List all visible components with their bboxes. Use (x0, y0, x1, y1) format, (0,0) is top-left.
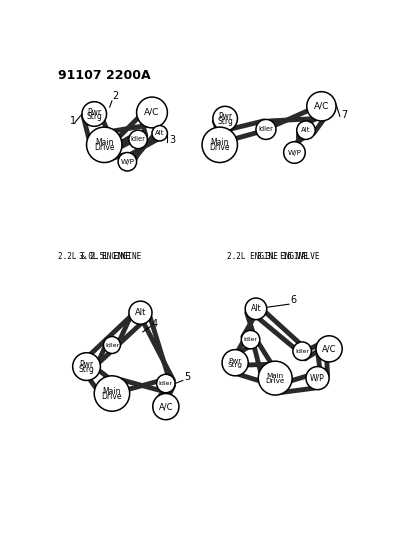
Circle shape (222, 350, 248, 376)
Text: Strg: Strg (79, 365, 94, 374)
Text: A/C: A/C (314, 102, 329, 111)
Circle shape (284, 142, 305, 163)
Text: Strg: Strg (228, 362, 243, 368)
Text: Main: Main (267, 373, 284, 379)
Circle shape (152, 126, 167, 141)
Text: Idler: Idler (159, 381, 173, 386)
Text: Alt: Alt (251, 304, 261, 313)
Text: Alt: Alt (135, 308, 146, 317)
Text: W/P: W/P (310, 374, 325, 383)
Text: Pwr: Pwr (228, 358, 242, 364)
Circle shape (103, 336, 120, 353)
Text: W/P: W/P (120, 159, 134, 165)
Text: Idler: Idler (295, 349, 309, 354)
Text: 2.2L & 2.5L ENGINE: 2.2L & 2.5L ENGINE (58, 252, 141, 261)
Text: Idler: Idler (243, 337, 258, 342)
Text: Pwr: Pwr (87, 108, 101, 117)
Circle shape (306, 367, 329, 390)
Text: 2.2L ENGINE 16 VALVE: 2.2L ENGINE 16 VALVE (228, 252, 320, 261)
Circle shape (153, 393, 179, 419)
Circle shape (137, 97, 167, 128)
Circle shape (258, 361, 292, 395)
Circle shape (293, 342, 311, 360)
Circle shape (94, 376, 130, 411)
Circle shape (213, 106, 237, 131)
Text: Pwr: Pwr (218, 112, 232, 121)
Text: Idler: Idler (105, 343, 119, 348)
Circle shape (82, 102, 107, 126)
Text: Main: Main (103, 387, 121, 396)
Text: Main: Main (210, 139, 229, 148)
Circle shape (241, 330, 260, 349)
Circle shape (118, 152, 137, 171)
Text: Drive: Drive (210, 143, 230, 152)
Circle shape (129, 130, 147, 149)
Text: 3: 3 (169, 135, 175, 146)
Circle shape (129, 301, 152, 324)
Circle shape (316, 336, 342, 362)
Text: W/P: W/P (287, 150, 302, 156)
Text: 2: 2 (113, 91, 119, 101)
Text: 6: 6 (291, 295, 297, 305)
Circle shape (245, 298, 267, 320)
Text: Alt: Alt (155, 130, 164, 136)
Text: Idler: Idler (258, 126, 274, 132)
Text: 7: 7 (341, 110, 348, 120)
Text: 1: 1 (70, 116, 77, 126)
Text: Alt: Alt (301, 127, 311, 133)
Text: 5: 5 (184, 373, 190, 383)
Text: Strg: Strg (217, 117, 233, 126)
Text: 4: 4 (152, 319, 158, 328)
Text: Drive: Drive (94, 143, 114, 152)
Circle shape (256, 119, 276, 140)
Circle shape (157, 374, 175, 393)
Text: A/C: A/C (144, 108, 160, 117)
Text: 3.3L ENGINE: 3.3L ENGINE (258, 252, 309, 261)
Text: Pwr: Pwr (79, 360, 94, 369)
Circle shape (297, 121, 315, 140)
Circle shape (87, 127, 122, 163)
Text: A/C: A/C (322, 344, 336, 353)
Text: 91107 2200A: 91107 2200A (58, 69, 151, 83)
Text: Drive: Drive (102, 392, 122, 401)
Circle shape (73, 353, 101, 381)
Circle shape (307, 92, 336, 121)
Circle shape (202, 127, 237, 163)
Text: A/C: A/C (159, 402, 173, 411)
Text: Main: Main (95, 139, 114, 148)
Text: 3.0L ENGINE: 3.0L ENGINE (79, 252, 130, 261)
Text: Idler: Idler (131, 136, 146, 142)
Text: Drive: Drive (265, 378, 285, 384)
Text: Strg: Strg (86, 112, 102, 121)
